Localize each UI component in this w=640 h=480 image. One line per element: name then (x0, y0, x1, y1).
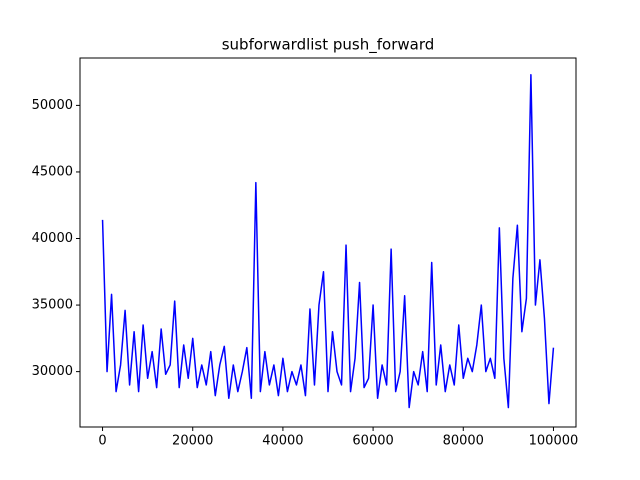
x-tick-label: 100000 (529, 434, 579, 449)
x-tick-label: 40000 (262, 434, 303, 449)
y-tick-label: 30000 (32, 364, 73, 379)
y-tick-label: 35000 (32, 298, 73, 313)
x-tick-label: 80000 (443, 434, 484, 449)
y-tick-label: 45000 (32, 164, 73, 179)
x-tick-label: 20000 (172, 434, 213, 449)
plot-frame (79, 57, 577, 428)
y-tick-label: 40000 (32, 231, 73, 246)
x-tick-label: 60000 (352, 434, 393, 449)
y-tick-label: 50000 (32, 98, 73, 113)
chart-title: subforwardlist push_forward (222, 36, 435, 55)
x-tick-label: 0 (98, 434, 106, 449)
data-line (101, 74, 555, 409)
